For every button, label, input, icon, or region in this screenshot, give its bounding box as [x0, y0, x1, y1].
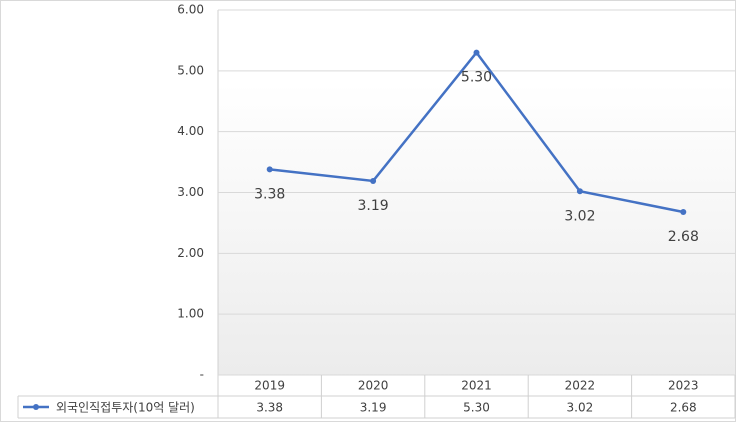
marker: [576, 188, 583, 195]
y-tick-label: 4.00: [177, 124, 204, 138]
x-tick-label: 2022: [565, 379, 596, 393]
table-value: 5.30: [463, 401, 490, 415]
data-label: 5.30: [461, 70, 492, 86]
y-tick-label: -: [200, 368, 204, 382]
y-tick-label: 3.00: [177, 185, 204, 199]
legend-marker: [33, 404, 39, 410]
table-value: 3.19: [360, 401, 387, 415]
data-label: 3.02: [564, 208, 595, 224]
data-label: 3.38: [254, 186, 285, 202]
x-tick-label: 2023: [668, 379, 699, 393]
marker: [473, 49, 480, 56]
y-tick-label: 2.00: [177, 246, 204, 260]
table-value: 2.68: [670, 401, 697, 415]
marker: [680, 208, 687, 215]
data-label: 3.19: [358, 198, 389, 214]
x-tick-label: 2019: [254, 379, 285, 393]
y-tick-label: 5.00: [177, 63, 204, 77]
y-tick-label: 6.00: [177, 3, 204, 17]
legend-label: 외국인직접투자(10억 달러): [56, 401, 195, 415]
table-value: 3.38: [256, 401, 283, 415]
x-tick-label: 2020: [358, 379, 389, 393]
y-tick-label: 1.00: [177, 307, 204, 321]
marker: [266, 166, 273, 173]
x-tick-label: 2021: [461, 379, 492, 393]
data-label: 2.68: [668, 229, 699, 245]
table-value: 3.02: [567, 401, 594, 415]
marker: [370, 177, 377, 184]
